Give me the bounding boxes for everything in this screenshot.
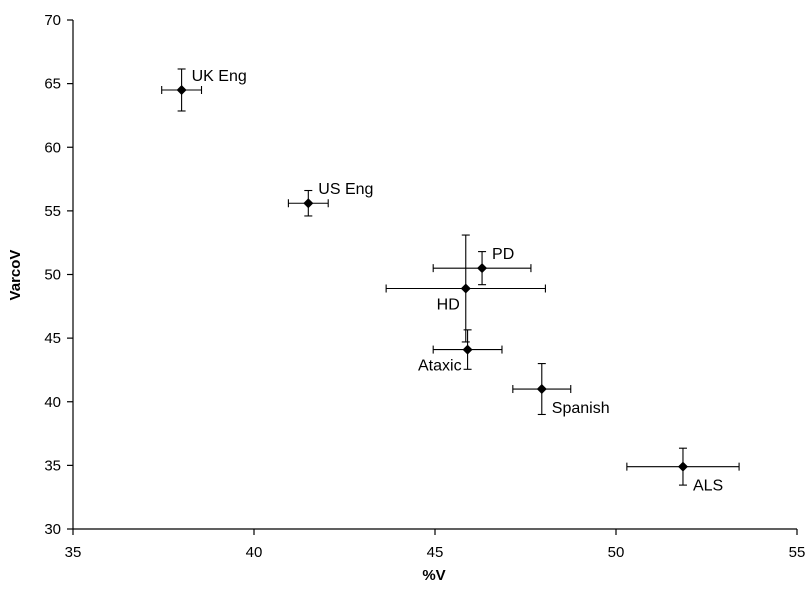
x-tick-label: 40 <box>246 544 263 561</box>
data-point-group: UK Eng <box>161 68 247 112</box>
data-point-marker <box>176 84 187 95</box>
data-point-marker <box>536 384 547 395</box>
y-tick-label: 30 <box>44 521 61 538</box>
data-point-label: PD <box>492 246 514 263</box>
data-point-group: Ataxic <box>418 329 503 375</box>
y-tick-label: 65 <box>44 76 61 93</box>
data-point-marker <box>460 283 471 294</box>
y-tick-label: 60 <box>44 139 61 156</box>
data-point-label: Ataxic <box>418 358 462 375</box>
x-tick-label: 45 <box>427 544 444 561</box>
data-point-marker <box>477 263 488 274</box>
y-tick-label: 45 <box>44 330 61 347</box>
y-tick-label: 40 <box>44 394 61 411</box>
y-tick-label: 50 <box>44 267 61 284</box>
x-tick-label: 35 <box>65 544 82 561</box>
x-tick-label: 50 <box>608 544 625 561</box>
data-point-group: PD <box>432 246 532 286</box>
x-axis-title: %V <box>422 567 445 584</box>
plot-area: UK Eng US Eng PD HD Ataxic Spanish ALS <box>161 68 740 495</box>
data-point-label: US Eng <box>318 181 373 198</box>
data-point-group: HD <box>385 234 546 343</box>
x-tick-label: 55 <box>789 544 806 561</box>
data-point-label: Spanish <box>552 400 610 417</box>
data-point-marker <box>462 344 473 355</box>
data-point-label: HD <box>437 296 460 313</box>
data-point-marker <box>303 198 314 209</box>
y-axis-title: VarcoV <box>7 250 24 301</box>
y-tick-label: 70 <box>44 12 61 29</box>
data-point-label: ALS <box>693 478 723 495</box>
data-point-marker <box>677 461 688 472</box>
data-point-group: ALS <box>626 447 740 495</box>
y-tick-label: 55 <box>44 203 61 220</box>
data-point-label: UK Eng <box>192 68 247 85</box>
y-tick-label: 35 <box>44 457 61 474</box>
data-point-group: US Eng <box>287 181 373 217</box>
data-point-group: Spanish <box>512 363 610 417</box>
